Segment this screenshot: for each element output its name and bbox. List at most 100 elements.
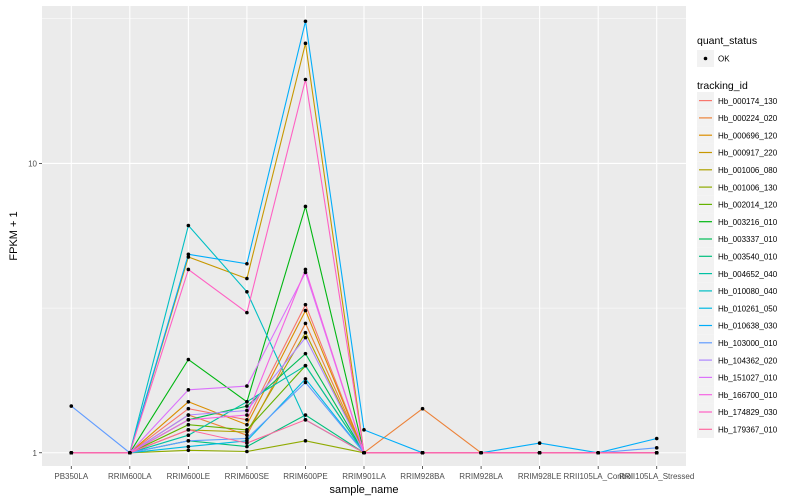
data-point bbox=[303, 308, 308, 313]
y-axis-ticks: 1 10 bbox=[28, 159, 42, 458]
y-tick-label: 1 bbox=[33, 449, 38, 458]
legend: quant_status tracking_id OK Hb_000174_130… bbox=[697, 35, 778, 438]
data-point bbox=[186, 267, 191, 272]
data-point bbox=[654, 446, 659, 450]
legend-item-label: Hb_010080_040 bbox=[718, 287, 778, 296]
data-point bbox=[245, 261, 249, 266]
data-point bbox=[303, 270, 308, 275]
legend-item-label: Hb_010638_030 bbox=[718, 322, 778, 331]
legend-item-label: Hb_001006_130 bbox=[718, 183, 778, 192]
x-tick-label: RRIM928LA bbox=[459, 472, 503, 481]
data-point bbox=[303, 438, 308, 443]
legend-item-label: Hb_003540_010 bbox=[718, 253, 778, 262]
x-tick-label: RRIM600PE bbox=[283, 472, 327, 481]
legend-item-label: Hb_001006_080 bbox=[718, 166, 778, 175]
data-point bbox=[245, 310, 249, 315]
data-point bbox=[654, 436, 659, 441]
data-point bbox=[245, 400, 249, 404]
data-point bbox=[245, 290, 249, 294]
x-axis-ticks: PB350LA RRIM600LA RRIM600LE RRIM600SE RRIM60… bbox=[54, 466, 694, 481]
data-point bbox=[537, 450, 542, 455]
data-point bbox=[303, 351, 308, 356]
data-point bbox=[303, 417, 308, 422]
legend-item-label: Hb_103000_010 bbox=[718, 339, 778, 348]
legend-item-label: Hb_104362_020 bbox=[718, 356, 778, 365]
data-point bbox=[186, 252, 191, 257]
y-tick-label: 10 bbox=[28, 159, 37, 168]
data-point bbox=[245, 408, 249, 413]
legend-item-label: Hb_174829_030 bbox=[718, 408, 778, 417]
data-point bbox=[245, 436, 249, 441]
legend-point-swatch bbox=[703, 56, 708, 61]
data-point bbox=[303, 204, 308, 209]
legend-item-label: OK bbox=[718, 55, 730, 64]
legend-item-label: Hb_003216_010 bbox=[718, 218, 778, 227]
x-tick-label: RRIM600LA bbox=[108, 472, 152, 481]
legend-item-label: Hb_004652_040 bbox=[718, 270, 778, 279]
data-point bbox=[479, 450, 483, 455]
legend-shape-title: quant_status bbox=[697, 35, 757, 47]
data-point bbox=[69, 450, 74, 455]
x-tick-label: RRIM600LE bbox=[167, 472, 211, 481]
legend-item-label: Hb_179367_010 bbox=[718, 426, 778, 435]
data-point bbox=[186, 444, 191, 449]
data-point bbox=[245, 441, 249, 445]
data-point bbox=[537, 441, 542, 445]
data-point bbox=[69, 404, 74, 408]
data-point bbox=[245, 433, 249, 437]
legend-item-label: Hb_166700_010 bbox=[718, 391, 778, 400]
data-point bbox=[420, 450, 425, 455]
legend-item-label: Hb_010261_050 bbox=[718, 304, 778, 313]
data-point bbox=[303, 380, 308, 385]
legend-color-title: tracking_id bbox=[697, 80, 748, 92]
data-point bbox=[245, 413, 249, 417]
data-point bbox=[303, 19, 308, 24]
legend-item-label: Hb_151027_010 bbox=[718, 374, 778, 383]
y-axis-title: FPKM + 1 bbox=[8, 211, 20, 260]
legend-item-label: Hb_000224_020 bbox=[718, 114, 778, 123]
x-tick-label: RRIM901LA bbox=[342, 472, 386, 481]
data-point bbox=[303, 335, 308, 340]
data-point bbox=[186, 428, 191, 432]
x-tick-label: RRII105LA_Stressed bbox=[619, 472, 694, 481]
data-point bbox=[303, 377, 308, 381]
data-point bbox=[303, 302, 308, 307]
data-point bbox=[186, 422, 191, 427]
data-point bbox=[303, 363, 308, 368]
legend-item-label: Hb_002014_120 bbox=[718, 201, 778, 210]
data-point bbox=[128, 450, 132, 455]
data-point bbox=[186, 223, 191, 228]
data-point bbox=[596, 450, 600, 455]
data-point bbox=[245, 276, 249, 281]
data-point bbox=[186, 413, 191, 417]
data-point bbox=[245, 384, 249, 388]
legend-item-label: Hb_000917_220 bbox=[718, 149, 778, 158]
data-point bbox=[420, 406, 425, 411]
data-point bbox=[245, 422, 249, 427]
data-point bbox=[245, 404, 249, 408]
data-point bbox=[186, 388, 191, 392]
data-point bbox=[186, 438, 191, 443]
data-point bbox=[303, 41, 308, 46]
x-tick-label: RRIM928LE bbox=[518, 472, 562, 481]
data-point bbox=[186, 255, 191, 259]
data-point bbox=[303, 77, 308, 82]
data-point bbox=[245, 444, 249, 449]
legend-item-label: Hb_003337_010 bbox=[718, 235, 778, 244]
data-point bbox=[245, 449, 249, 454]
data-point bbox=[362, 428, 366, 432]
data-point bbox=[654, 450, 659, 455]
x-tick-label: RRIM600SE bbox=[225, 472, 269, 481]
data-point bbox=[303, 321, 308, 326]
data-point bbox=[186, 400, 191, 404]
data-point bbox=[362, 450, 366, 455]
data-point bbox=[303, 267, 308, 272]
data-point bbox=[186, 448, 191, 453]
data-point bbox=[186, 406, 191, 411]
data-point bbox=[303, 413, 308, 417]
x-axis-title: sample_name bbox=[329, 484, 398, 496]
x-tick-label: RRII105LA_Control bbox=[563, 472, 633, 481]
legend-item-label: Hb_000174_130 bbox=[718, 97, 778, 106]
legend-item-label: Hb_000696_120 bbox=[718, 131, 778, 140]
